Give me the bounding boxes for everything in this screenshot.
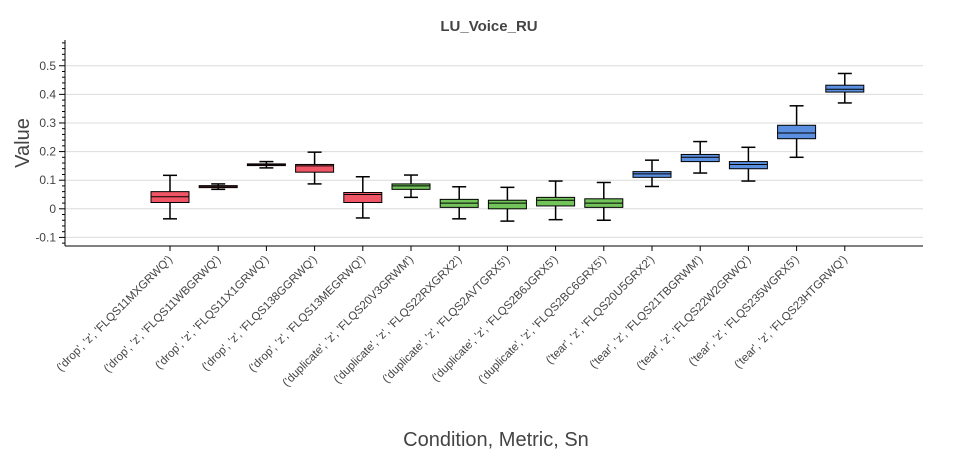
y-tick-label: 0 bbox=[49, 202, 56, 216]
box-tear bbox=[728, 161, 768, 170]
y-ticks: -0.1 0 0.1 0.2 0.3 0.4 0.5 bbox=[35, 42, 65, 244]
y-tick-label: -0.1 bbox=[35, 230, 56, 244]
boxes bbox=[150, 72, 865, 222]
x-axis-label: Condition, Metric, Sn bbox=[403, 429, 589, 451]
y-tick-label: 0.5 bbox=[39, 59, 56, 73]
box-drop bbox=[343, 191, 383, 204]
box-duplicate bbox=[391, 183, 431, 190]
y-tick-label: 0.3 bbox=[39, 116, 56, 130]
y-tick-label: 0.4 bbox=[39, 87, 56, 101]
grid-lines bbox=[65, 65, 923, 238]
y-tick-label: 0.2 bbox=[39, 145, 56, 159]
box-duplicate bbox=[487, 199, 527, 210]
y-tick-label: 0.1 bbox=[39, 173, 56, 187]
axes bbox=[64, 40, 923, 247]
box-duplicate bbox=[536, 196, 576, 207]
box-drop bbox=[295, 163, 335, 173]
y-axis-label: Value bbox=[12, 118, 34, 168]
box-tear bbox=[825, 84, 865, 93]
x-ticks: ('drop', 'z', 'FLQS11MXGRWQ')('drop', 'z… bbox=[55, 246, 850, 389]
chart-title: LU_Voice_RU bbox=[440, 18, 537, 35]
box-tear bbox=[680, 153, 720, 163]
box-tear bbox=[777, 124, 817, 140]
box-tear bbox=[632, 171, 672, 178]
